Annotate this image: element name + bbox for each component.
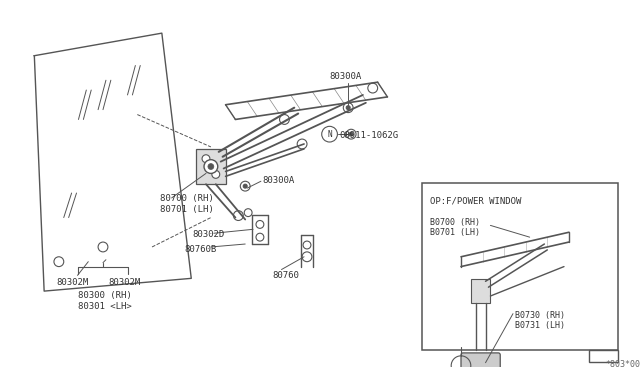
Circle shape — [303, 241, 311, 249]
Text: B0701 (LH): B0701 (LH) — [429, 228, 479, 237]
Text: 80760: 80760 — [273, 272, 300, 280]
Bar — [196, 149, 225, 184]
Circle shape — [346, 106, 350, 110]
Circle shape — [204, 160, 218, 173]
Text: N: N — [327, 130, 332, 139]
Circle shape — [302, 252, 312, 262]
Circle shape — [98, 242, 108, 252]
FancyBboxPatch shape — [461, 353, 500, 372]
Bar — [589, 350, 618, 362]
Text: B0730 (RH): B0730 (RH) — [515, 311, 565, 320]
Text: 80701 (LH): 80701 (LH) — [160, 205, 214, 214]
Circle shape — [280, 115, 289, 124]
Bar — [471, 279, 490, 303]
Text: 80300 (RH): 80300 (RH) — [79, 291, 132, 300]
Circle shape — [234, 211, 243, 221]
Circle shape — [208, 164, 214, 170]
Text: 80302M: 80302M — [108, 278, 140, 287]
Circle shape — [243, 184, 247, 188]
Text: 80300A: 80300A — [330, 73, 362, 81]
Circle shape — [297, 139, 307, 149]
Circle shape — [202, 155, 210, 163]
Circle shape — [212, 170, 220, 178]
Text: 80300A: 80300A — [263, 176, 295, 185]
Text: B0700 (RH): B0700 (RH) — [429, 218, 479, 227]
Circle shape — [346, 129, 356, 139]
Circle shape — [349, 132, 353, 136]
Text: 80760B: 80760B — [184, 245, 217, 254]
Text: 80301 <LH>: 80301 <LH> — [79, 302, 132, 311]
Circle shape — [343, 103, 353, 113]
Text: 80302D: 80302D — [192, 230, 225, 239]
Circle shape — [368, 83, 378, 93]
Circle shape — [54, 257, 64, 267]
Text: 80700 (RH): 80700 (RH) — [160, 194, 214, 203]
Bar — [422, 183, 618, 350]
Text: 80302M: 80302M — [56, 278, 88, 287]
Text: 08911-1062G: 08911-1062G — [339, 131, 399, 140]
Circle shape — [256, 221, 264, 228]
Text: OP:F/POWER WINDOW: OP:F/POWER WINDOW — [429, 197, 521, 206]
Circle shape — [256, 233, 264, 241]
Text: B0731 (LH): B0731 (LH) — [515, 321, 565, 330]
Circle shape — [244, 209, 252, 217]
Text: *803*00P: *803*00P — [605, 360, 640, 369]
Circle shape — [240, 181, 250, 191]
